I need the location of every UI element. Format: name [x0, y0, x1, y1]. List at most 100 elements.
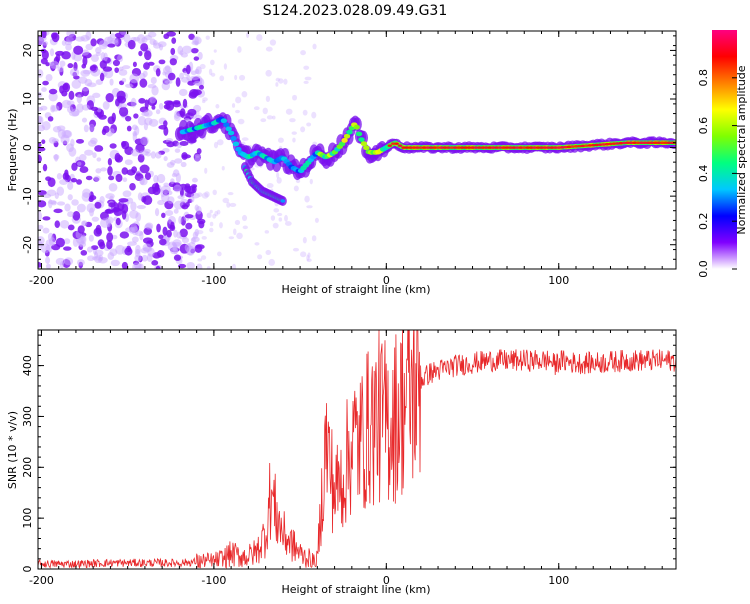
spectrogram-noise-point — [61, 40, 67, 46]
spectrogram-noise-point — [137, 115, 146, 126]
spectrogram-noise-point — [165, 210, 174, 217]
spectrogram-ridge-core — [353, 124, 360, 130]
spectrogram-noise-point — [155, 109, 161, 115]
spectrogram-noise-point — [157, 200, 165, 206]
spectrogram-noise-point — [89, 123, 95, 133]
spectrogram-noise-point — [149, 96, 157, 104]
spectrogram-noise-point — [194, 244, 203, 253]
spectrogram-ridge-peak — [539, 146, 544, 149]
spectrogram-ridge-peak — [463, 146, 468, 149]
spectrogram-noise-point — [78, 76, 88, 84]
spectrogram-noise-point — [75, 138, 85, 144]
spectrogram-frame — [37, 30, 677, 270]
spectrogram-noise-point — [121, 203, 129, 214]
y-tick-label: 200 — [21, 457, 34, 478]
y-tick-label: 10 — [21, 92, 34, 106]
spectrogram-noise-point — [191, 177, 198, 183]
spectrogram-noise-point — [96, 157, 102, 162]
spectrogram-faint-point — [269, 39, 277, 46]
spectrogram-noise-point — [166, 229, 172, 238]
spectrogram-faint-point — [253, 106, 260, 111]
spectrogram-noise-point — [125, 115, 132, 122]
spectrogram-noise-point — [61, 99, 72, 109]
spectrogram-noise-point — [111, 112, 116, 123]
spectrogram-noise-point — [90, 54, 99, 63]
spectrogram-faint-point — [256, 34, 263, 42]
spectrogram-ridge-peak — [449, 146, 455, 149]
spectrogram-faint-point — [231, 103, 236, 108]
spectrogram-noise-point — [63, 257, 74, 266]
spectrogram-noise-point — [144, 50, 152, 61]
spectrogram-noise-point — [163, 156, 168, 162]
spectrogram-noise-point — [182, 98, 188, 109]
spectrogram-noise-point — [154, 208, 160, 217]
spectrogram-noise-point — [48, 88, 58, 95]
spectrogram-ridge-peak — [504, 146, 510, 149]
spectrogram-noise-point — [90, 245, 99, 250]
spectrogram-noise-point — [138, 50, 143, 57]
spectrogram-noise-point — [158, 43, 164, 51]
spectrogram-noise-point — [159, 238, 167, 246]
spectrogram-noise-point — [57, 66, 64, 73]
spectrogram-noise-point — [187, 108, 197, 116]
spectrogram-noise-point — [196, 263, 203, 269]
spectrogram-faint-point — [237, 118, 245, 125]
spectrogram-noise-point — [179, 141, 189, 147]
spectrogram-noise-point — [164, 100, 174, 106]
spectrogram-noise-point — [69, 68, 80, 77]
spectrogram-faint-point — [210, 59, 215, 66]
spectrogram-faint-point — [196, 110, 200, 117]
spectrogram-ridge-peak — [656, 141, 661, 145]
spectrogram-noise-point — [76, 94, 82, 104]
spectrogram-faint-point — [209, 221, 214, 227]
spectrogram-noise-point — [139, 150, 149, 156]
spectrogram-noise-point — [167, 72, 176, 81]
spectrogram-faint-point — [212, 189, 217, 196]
spectrogram-faint-point — [237, 46, 242, 53]
spectrogram-faint-point — [300, 50, 306, 56]
spectrogram-faint-point — [217, 251, 222, 257]
spectrogram-noise-point — [85, 175, 93, 181]
spectrogram-faint-point — [289, 118, 296, 123]
spectrogram-noise-point — [124, 83, 134, 88]
spectrogram-noise-point — [108, 183, 118, 192]
spectrogram-noise-point — [141, 254, 148, 262]
spectrogram-noise-point — [76, 203, 86, 213]
spectrogram-noise-point — [67, 181, 74, 191]
spectrogram-faint-point — [236, 232, 243, 240]
spectrogram-noise-point — [174, 158, 183, 164]
spectrogram-noise-point — [45, 263, 51, 269]
spectrogram-noise-point — [79, 154, 87, 162]
spectrogram-faint-point — [216, 209, 221, 215]
spectrogram-faint-point — [275, 82, 279, 87]
spectrogram-noise-point — [84, 149, 94, 156]
spectrogram-ridge-peak — [459, 146, 465, 149]
spectrogram-noise-point — [194, 204, 199, 211]
spectrogram-noise-point — [178, 263, 187, 269]
spectrogram-noise-point — [109, 128, 115, 135]
spectrogram-ridge-peak — [484, 146, 489, 149]
spectrogram-noise-point — [41, 87, 47, 93]
spectrogram-noise-point — [121, 140, 127, 148]
spectrogram-noise-point — [170, 47, 176, 56]
spectrogram-noise-point — [81, 63, 87, 69]
spectrogram-noise-point — [77, 161, 82, 166]
spectrogram-ridge-peak — [391, 142, 396, 145]
spectrogram-noise-point — [170, 221, 175, 230]
spectrogram-noise-point — [38, 147, 46, 152]
spectrogram-faint-point — [235, 109, 240, 114]
spectrogram-noise-point — [95, 47, 102, 54]
spectrogram-noise-point — [163, 120, 168, 127]
spectrogram-ridge-peak — [587, 144, 592, 147]
spectrogram-noise-point — [130, 201, 137, 211]
spectrogram-noise-point — [143, 62, 150, 70]
spectrogram-noise-point — [160, 185, 171, 194]
spectrogram-noise-point — [42, 227, 50, 234]
spectrogram-noise-point — [164, 65, 171, 72]
spectrogram-ridge-core — [220, 118, 228, 124]
spectrogram-noise-point — [151, 104, 156, 110]
spectrogram-noise-point — [47, 177, 56, 188]
snr-x-axis-label: Height of straight line (km) — [281, 583, 430, 596]
spectrogram-ridge-peak — [508, 146, 513, 149]
